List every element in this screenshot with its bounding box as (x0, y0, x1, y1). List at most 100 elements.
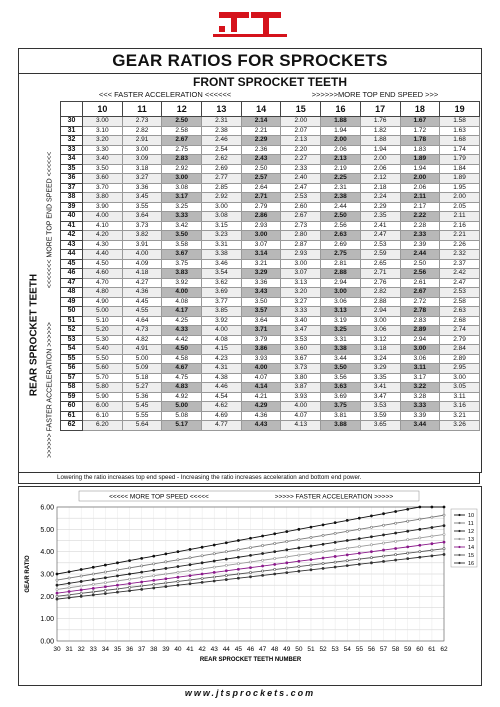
ratio-cell: 2.13 (320, 154, 361, 165)
series-point (212, 575, 216, 579)
ratio-cell: 4.50 (161, 344, 203, 355)
series-point (200, 572, 204, 576)
series-point (357, 562, 361, 566)
legend-marker (458, 529, 461, 533)
series-point (116, 568, 119, 572)
x-tick-label: 30 (53, 646, 61, 653)
ratio-cell: 2.32 (439, 249, 480, 260)
ratio-cell: 4.62 (201, 401, 242, 412)
series-point (406, 529, 410, 533)
ratio-cell: 4.25 (161, 315, 203, 326)
ratio-cell: 3.63 (320, 382, 361, 393)
series-point (152, 568, 156, 572)
ratio-cell: 3.36 (121, 182, 163, 193)
series-point (249, 571, 252, 574)
ratio-cell: 2.82 (121, 125, 163, 136)
ratio-cell: 2.00 (359, 154, 401, 165)
rear-header-39: 39 (60, 201, 83, 212)
x-tick-label: 44 (223, 646, 231, 653)
ratio-cell: 4.54 (201, 391, 242, 402)
y-tick-label: 0.00 (40, 639, 54, 646)
series-point (188, 548, 192, 551)
ratio-cell: 3.21 (439, 410, 480, 421)
series-point (237, 576, 240, 580)
front-header-18: 18 (399, 101, 441, 117)
ratio-cell: 2.63 (439, 306, 480, 317)
series-point (285, 566, 289, 570)
table-row: 30 3.00 2.73 2.50 2.31 2.14 2.00 1.88 1.76 1.67 1.… (60, 116, 480, 127)
x-tick-label: 51 (307, 646, 315, 653)
x-tick-label: 43 (211, 646, 219, 653)
series-point (273, 568, 277, 571)
ratio-cell: 2.00 (280, 116, 322, 127)
series-point (116, 583, 119, 587)
x-tick-label: 38 (150, 646, 158, 653)
ratio-cell: 3.45 (121, 192, 163, 203)
series-point (55, 591, 59, 595)
rear-header-52: 52 (60, 325, 83, 336)
ratio-cell: 2.14 (240, 116, 282, 127)
ratio-cell: 2.07 (280, 125, 322, 136)
ratio-cell: 2.95 (439, 363, 480, 374)
ratio-cell: 5.08 (161, 410, 203, 421)
table-row: 43 4.30 3.91 3.58 3.31 3.07 2.87 2.69 2.53 2.39 2.… (60, 239, 480, 250)
ratio-cell: 3.83 (161, 268, 203, 279)
ratio-cell: 1.94 (359, 144, 401, 155)
ratio-cell: 2.71 (359, 268, 401, 279)
ratio-cell: 1.76 (359, 116, 401, 127)
website-url[interactable]: www.jtsprockets.com (184, 688, 316, 698)
series-point (91, 582, 95, 586)
ratio-cell: 3.40 (280, 315, 322, 326)
ratio-cell: 2.18 (359, 182, 401, 193)
series-point (116, 561, 119, 565)
legend-entry: 10 (468, 513, 474, 519)
ratio-cell: 1.83 (399, 144, 441, 155)
ratio-cell: 3.50 (240, 296, 282, 307)
series-point (297, 565, 301, 568)
ratio-cell: 3.54 (201, 268, 242, 279)
ratio-cell: 3.80 (82, 192, 123, 203)
series-point (140, 580, 144, 584)
rear-header-31: 31 (60, 125, 83, 136)
series-point (333, 565, 337, 569)
series-point (382, 523, 385, 527)
ratio-cell: 5.50 (82, 353, 123, 364)
series-point (430, 515, 434, 519)
banner-top-speed: <<<<< MORE TOP SPEED <<<<< (109, 494, 209, 501)
table-row: 38 3.80 3.45 3.17 2.92 2.71 2.53 2.38 2.24 2.11 2.… (60, 192, 480, 203)
table-row: 41 4.10 3.73 3.42 3.15 2.93 2.73 2.56 2.41 2.28 2.… (60, 220, 480, 231)
ratio-cell: 5.80 (82, 382, 123, 393)
ratio-cell: 5.27 (121, 382, 163, 393)
series-point (55, 572, 59, 576)
rear-sprocket-label: REAR SPROCKET TEETH (28, 273, 40, 397)
table-row: 60 6.00 5.45 5.00 4.62 4.29 4.00 3.75 3.53 3.33 3.… (60, 401, 480, 412)
series-point (237, 555, 240, 559)
rear-header-46: 46 (60, 268, 83, 279)
ratio-cell: 3.33 (161, 211, 203, 222)
ratio-cell: 2.38 (201, 125, 242, 136)
ratio-cell: 2.54 (201, 144, 242, 155)
ratio-cell: 2.29 (359, 201, 401, 212)
ratio-cell: 3.81 (320, 410, 361, 421)
series-point (285, 530, 289, 533)
ratio-cell: 2.17 (399, 201, 441, 212)
series-point (345, 529, 349, 533)
ratio-cell: 2.06 (359, 163, 401, 174)
ratio-cell: 3.50 (161, 230, 203, 241)
ratio-cell: 3.55 (121, 201, 163, 212)
series-point (200, 554, 204, 558)
ratio-cell: 3.22 (399, 382, 441, 393)
series-point (285, 555, 289, 559)
series-point (297, 553, 301, 557)
x-tick-label: 61 (428, 646, 436, 653)
series-point (321, 556, 325, 560)
rear-header-34: 34 (60, 154, 83, 165)
ratio-cell: 4.45 (121, 296, 163, 307)
series-point (249, 546, 252, 550)
series-point (103, 588, 107, 592)
ratio-cell: 3.73 (121, 220, 163, 231)
ratio-cell: 2.75 (161, 144, 203, 155)
rear-header-54: 54 (60, 344, 83, 355)
table-row: 47 4.70 4.27 3.92 3.62 3.36 3.13 2.94 2.76 2.61 2.… (60, 277, 480, 288)
ratio-cell: 1.58 (439, 116, 480, 127)
